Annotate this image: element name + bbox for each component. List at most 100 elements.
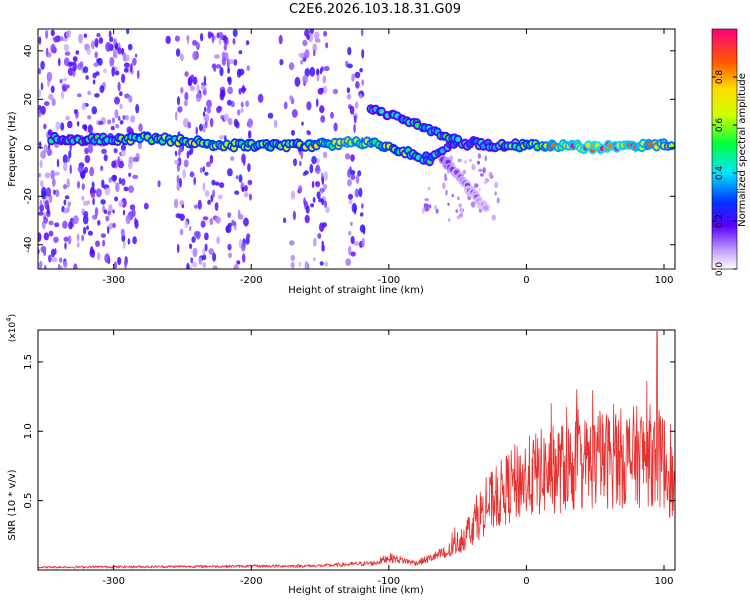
noise-speckle — [330, 111, 334, 119]
noise-speckle — [216, 106, 222, 114]
noise-speckle — [43, 212, 47, 218]
noise-speckle — [193, 204, 199, 209]
noise-speckle — [54, 237, 58, 244]
noise-speckle — [298, 261, 301, 268]
noise-speckle — [198, 123, 204, 132]
noise-speckle — [118, 200, 124, 208]
noise-speckle — [157, 180, 161, 188]
noise-speckle — [97, 220, 101, 226]
noise-speckle — [211, 33, 215, 44]
noise-speckle — [165, 35, 171, 45]
noise-speckle — [349, 105, 355, 115]
noise-speckle — [40, 105, 46, 115]
noise-speckle — [104, 187, 111, 196]
noise-speckle — [267, 112, 274, 119]
noise-speckle — [120, 150, 126, 157]
noise-speckle — [82, 66, 89, 74]
noise-speckle — [464, 160, 468, 164]
noise-speckle — [189, 171, 195, 178]
noise-speckle — [91, 106, 98, 115]
noise-speckle — [121, 234, 126, 242]
noise-speckle — [130, 115, 136, 123]
noise-speckle — [309, 66, 316, 77]
noise-speckle — [48, 230, 54, 237]
noise-speckle — [216, 236, 220, 245]
noise-speckle — [82, 214, 89, 225]
noise-speckle — [219, 91, 225, 101]
noise-speckle — [92, 197, 95, 206]
noise-speckle — [84, 155, 91, 164]
noise-speckle — [200, 84, 206, 90]
noise-speckle — [218, 37, 222, 45]
noise-speckle — [39, 141, 42, 150]
bottom-x-tick-label: -200 — [240, 576, 263, 587]
noise-speckle — [75, 50, 80, 55]
noise-speckle — [294, 76, 301, 87]
noise-speckle — [319, 105, 325, 114]
noise-speckle — [176, 243, 180, 254]
noise-speckle — [322, 75, 327, 84]
noise-speckle — [348, 193, 353, 200]
main-signal-mark — [585, 142, 592, 148]
noise-speckle — [126, 29, 130, 35]
noise-speckle — [187, 121, 192, 129]
noise-speckle — [243, 217, 249, 227]
noise-speckle — [63, 199, 67, 206]
noise-speckle — [143, 202, 149, 210]
noise-speckle — [203, 113, 210, 123]
noise-speckle — [46, 148, 53, 156]
noise-speckle — [120, 228, 125, 236]
noise-speckle — [324, 171, 328, 182]
noise-speckle — [192, 39, 198, 46]
noise-speckle — [81, 196, 85, 201]
noise-speckle — [427, 186, 431, 191]
noise-speckle — [233, 118, 239, 128]
noise-speckle — [347, 168, 351, 178]
noise-speckle — [107, 210, 111, 216]
noise-speckle — [44, 200, 50, 210]
noise-speckle — [68, 221, 73, 230]
noise-speckle — [206, 99, 212, 109]
noise-speckle — [103, 68, 107, 74]
noise-speckle — [108, 30, 112, 38]
noise-speckle — [101, 148, 107, 155]
noise-speckle — [346, 93, 352, 100]
noise-speckle — [244, 185, 248, 192]
noise-speckle — [456, 215, 461, 220]
noise-speckle — [207, 31, 212, 39]
noise-speckle — [219, 66, 224, 77]
noise-speckle — [350, 235, 355, 245]
noise-speckle — [323, 184, 328, 190]
noise-speckle — [288, 62, 295, 71]
noise-speckle — [457, 196, 460, 201]
noise-speckle — [134, 217, 137, 227]
noise-speckle — [39, 199, 43, 206]
noise-speckle — [316, 74, 320, 82]
noise-speckle — [72, 61, 77, 72]
noise-speckle — [54, 171, 60, 176]
noise-speckle — [290, 254, 295, 262]
noise-speckle — [435, 208, 439, 214]
noise-speckle — [114, 96, 120, 105]
noise-speckle — [67, 120, 73, 129]
noise-speckle — [92, 72, 97, 79]
noise-speckle — [236, 260, 241, 265]
noise-speckle — [212, 252, 217, 262]
noise-speckle — [83, 210, 89, 218]
noise-speckle — [291, 109, 298, 118]
noise-speckle — [448, 218, 451, 222]
noise-speckle — [110, 58, 115, 64]
bottom-y-tick-label: 1.0 — [23, 423, 34, 439]
noise-speckle — [62, 220, 68, 229]
noise-speckle — [312, 196, 316, 203]
noise-speckle — [43, 264, 47, 269]
noise-speckle — [131, 208, 136, 218]
noise-speckle — [323, 151, 328, 158]
noise-speckle — [204, 190, 210, 197]
noise-speckle — [107, 226, 110, 234]
noise-speckle — [69, 164, 72, 175]
noise-speckle — [428, 204, 432, 209]
noise-speckle — [94, 207, 99, 217]
bottom-x-tick-label: -100 — [377, 576, 400, 587]
noise-speckle — [478, 187, 481, 192]
